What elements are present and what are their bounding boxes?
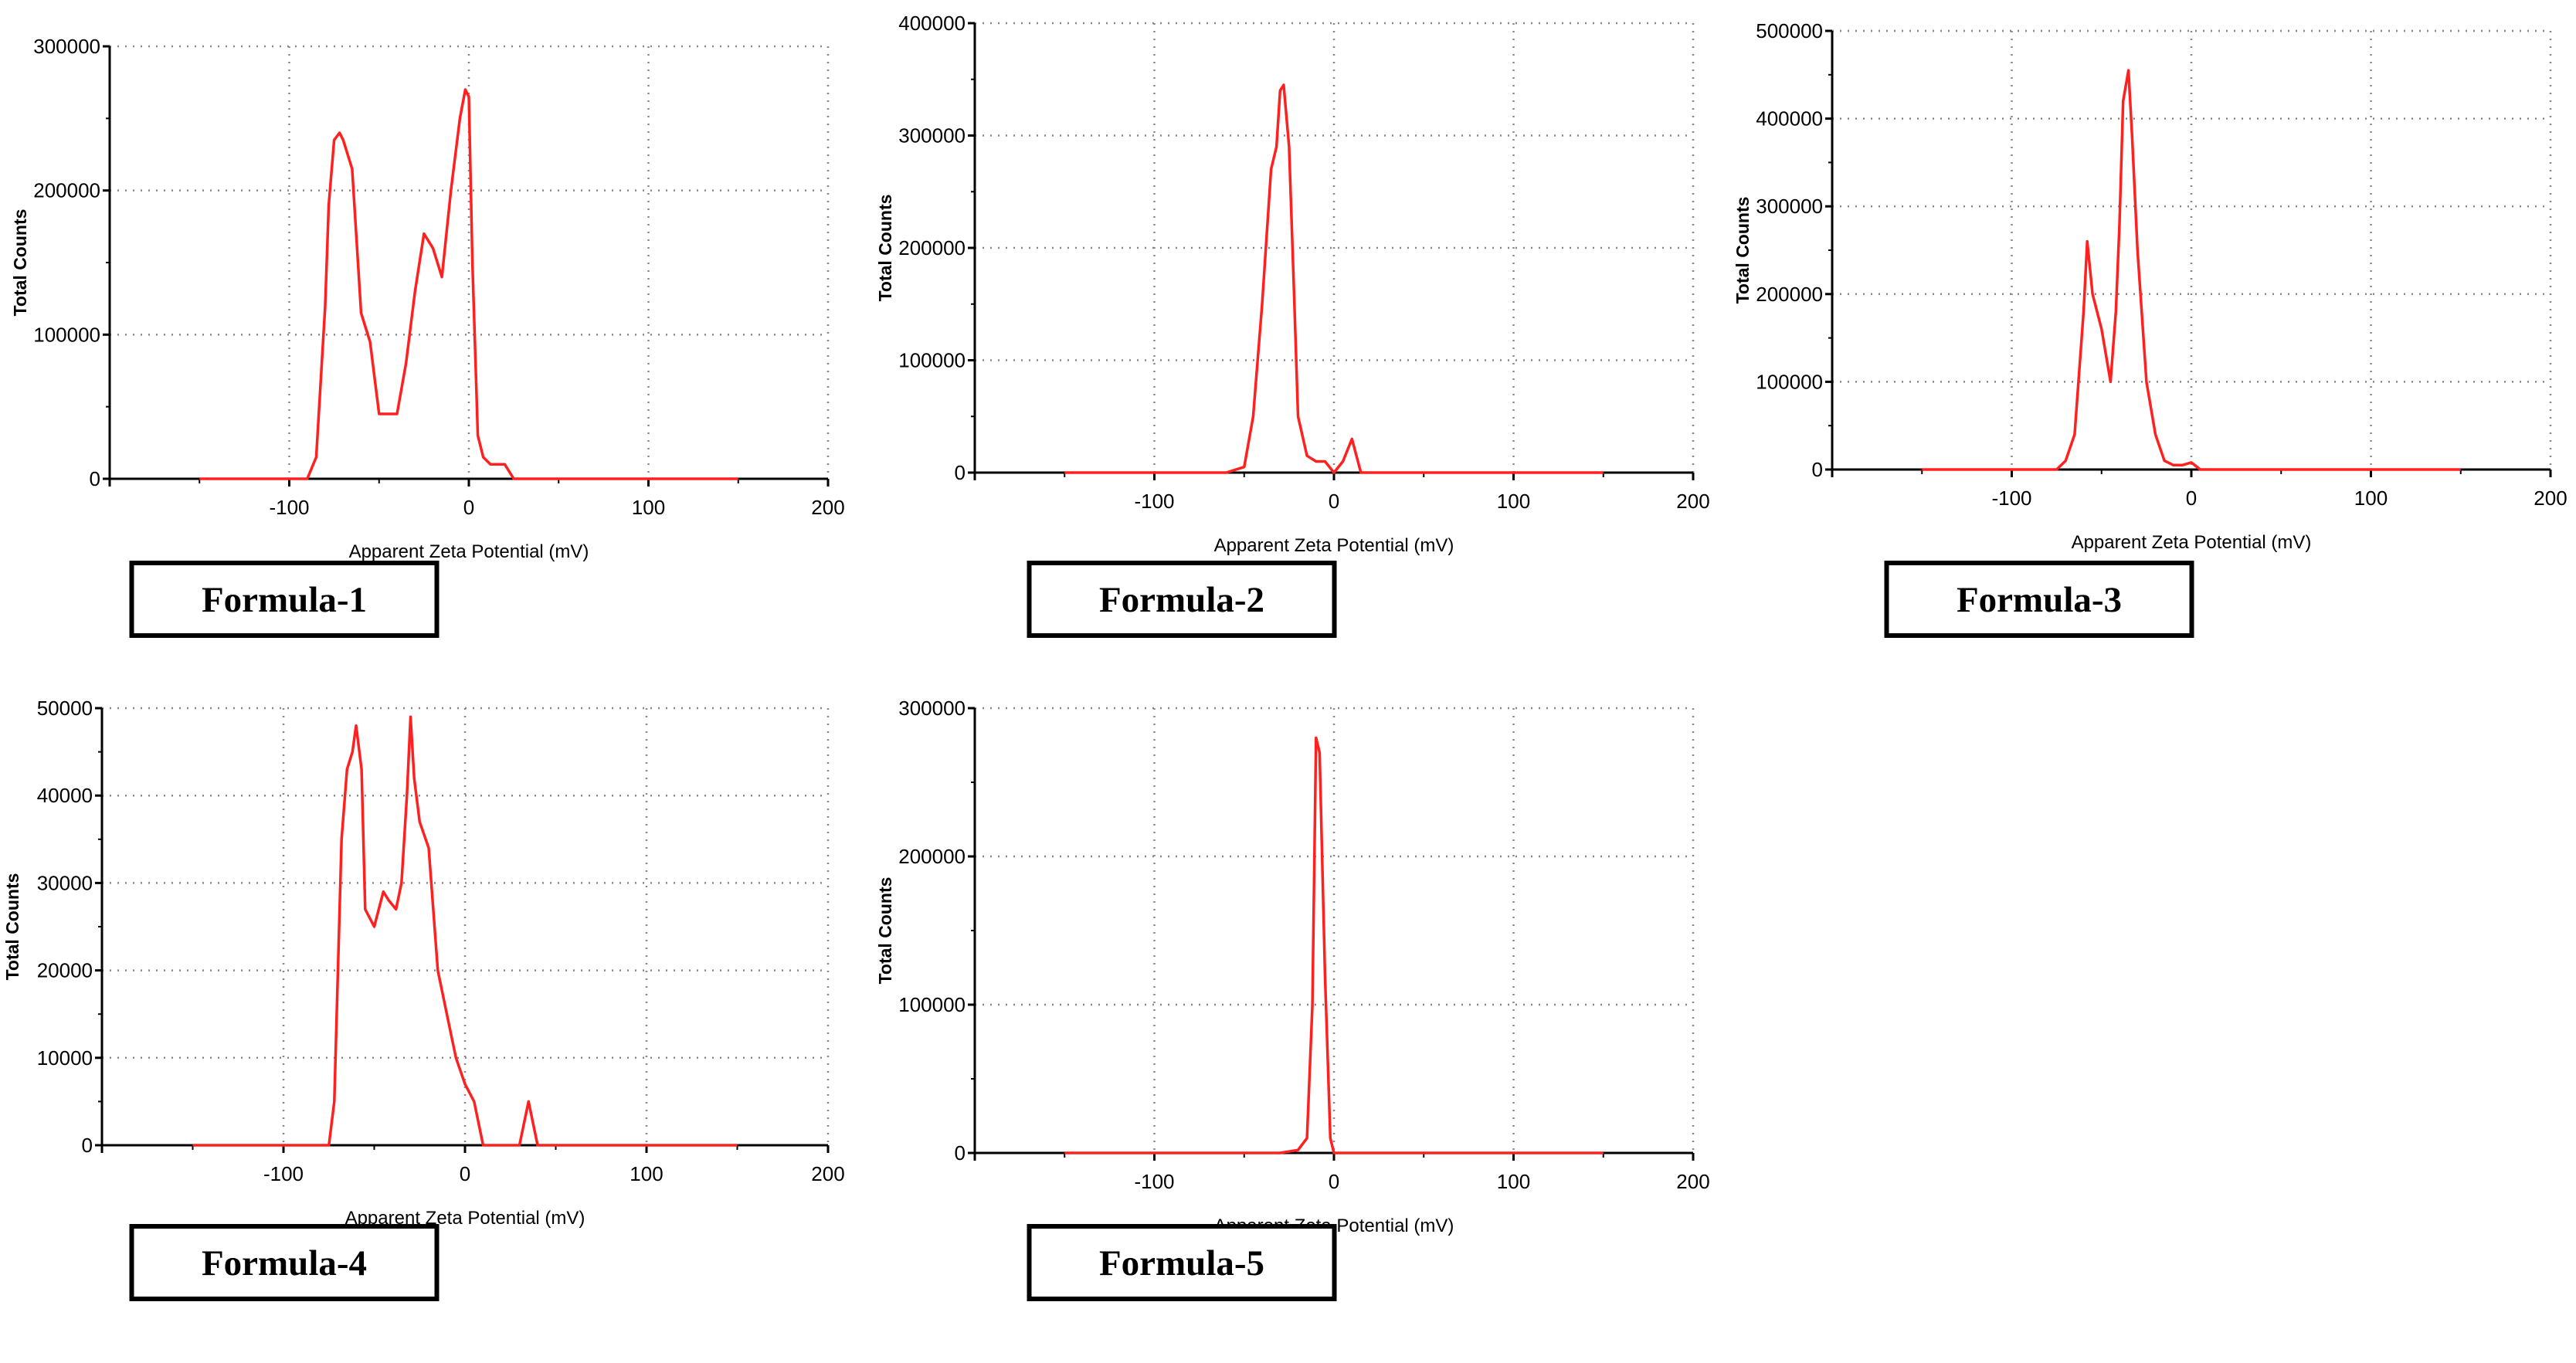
y-tick-label: 30000: [37, 871, 93, 894]
x-tick-label: -100: [1134, 1170, 1174, 1193]
series-line: [1064, 736, 1604, 1154]
x-tick-label: -100: [1991, 487, 2031, 510]
x-tick-label: 100: [1497, 490, 1530, 513]
y-tick-label: 400000: [898, 12, 966, 35]
y-tick-label: 100000: [1756, 370, 1823, 393]
x-tick-label: -100: [263, 1162, 304, 1185]
chart-panel-3: 0 100000 200000 300000 400000 500000 -100 0 100 2…: [1733, 19, 2568, 638]
chart-panel-2: 0 100000 200000 300000 400000 -100 0 100 200 Appa…: [875, 12, 1710, 638]
panel-caption: Formula-5: [1099, 1243, 1264, 1283]
y-tick-label: 20000: [37, 959, 93, 982]
y-tick-label: 100000: [33, 323, 100, 346]
x-tick-label: 0: [1329, 1170, 1339, 1193]
caption-box: [1884, 561, 2194, 638]
y-tick-label: 200000: [898, 236, 966, 259]
x-tick-label: 200: [1676, 1170, 1709, 1193]
x-tick-label: -100: [1134, 490, 1174, 513]
caption-box: [129, 1224, 440, 1301]
y-axis-title: Total Counts: [875, 195, 895, 302]
panel-caption: Formula-1: [202, 580, 367, 620]
y-tick-label: 100000: [898, 993, 966, 1016]
y-tick-label: 200000: [898, 845, 966, 868]
x-tick-label: 100: [630, 1162, 663, 1185]
y-axis-title: Total Counts: [2, 873, 22, 981]
y-tick-label: 0: [82, 1134, 93, 1157]
y-tick-label: 500000: [1756, 19, 1823, 42]
panel-caption: Formula-2: [1099, 580, 1264, 620]
x-tick-label: 0: [460, 1162, 470, 1185]
y-tick-label: 10000: [37, 1046, 93, 1070]
y-tick-label: 100000: [898, 349, 966, 372]
y-tick-label: 200000: [33, 179, 100, 202]
y-tick-label: 0: [955, 1141, 966, 1165]
y-tick-label: 50000: [37, 697, 93, 720]
x-tick-label: 100: [1497, 1170, 1530, 1193]
x-tick-label: 200: [811, 1162, 844, 1185]
y-tick-label: 40000: [37, 784, 93, 807]
y-tick-label: 200000: [1756, 283, 1823, 306]
panel-caption: Formula-4: [202, 1243, 367, 1283]
x-tick-label: 100: [2354, 487, 2388, 510]
series-line: [192, 715, 738, 1147]
y-tick-label: 300000: [898, 697, 966, 720]
y-tick-label: 300000: [898, 124, 966, 147]
series-line: [199, 88, 738, 480]
y-axis-title: Total Counts: [875, 877, 895, 985]
x-tick-label: 200: [2534, 487, 2567, 510]
y-tick-label: 0: [1812, 458, 1823, 481]
x-axis-title: Apparent Zeta Potential (mV): [349, 541, 589, 562]
y-axis-title: Total Counts: [1733, 197, 1753, 304]
x-tick-label: 200: [1676, 490, 1709, 513]
y-tick-label: 0: [955, 461, 966, 484]
x-axis-title: Apparent Zeta Potential (mV): [2072, 532, 2312, 553]
y-tick-label: 300000: [1756, 195, 1823, 218]
x-tick-label: 100: [632, 496, 665, 519]
x-tick-label: 0: [1329, 490, 1339, 513]
caption-box: [1027, 561, 1337, 638]
x-tick-label: -100: [269, 496, 309, 519]
series-line: [1064, 83, 1604, 474]
series-line: [1922, 69, 2461, 471]
caption-box: [129, 561, 440, 638]
caption-box: [1027, 1224, 1337, 1301]
y-tick-label: 0: [90, 467, 100, 490]
x-tick-label: 200: [811, 496, 844, 519]
chart-panel-1: 0 100000 200000 300000 -100 0 100 200 Apparent Z…: [10, 35, 845, 638]
x-tick-label: 0: [2186, 487, 2197, 510]
y-tick-label: 400000: [1756, 107, 1823, 131]
panel-caption: Formula-3: [1957, 580, 2122, 620]
x-axis-title: Apparent Zeta Potential (mV): [1214, 535, 1454, 556]
y-axis-title: Total Counts: [10, 209, 30, 317]
x-tick-label: 0: [463, 496, 474, 519]
y-tick-label: 300000: [33, 35, 100, 58]
